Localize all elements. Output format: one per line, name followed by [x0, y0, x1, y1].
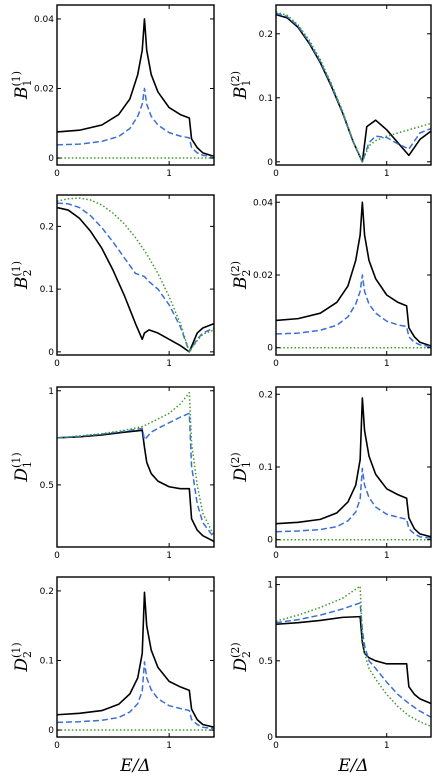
- series-dotted-line: [57, 391, 214, 537]
- series-dashed-line: [276, 274, 431, 348]
- series-solid-line: [276, 615, 431, 705]
- plot-frame: [275, 4, 432, 166]
- y-axis-label: D1(2): [229, 452, 253, 482]
- x-tick-label: 1: [384, 359, 390, 369]
- y-tick-label: 0.2: [40, 222, 54, 232]
- x-tick-label: 0: [54, 169, 60, 179]
- x-tick-label: 0: [273, 169, 279, 179]
- series-dashed-line: [57, 661, 214, 730]
- series-dotted-line: [57, 197, 214, 353]
- x-tick-label: 0: [54, 551, 60, 561]
- series-solid-line: [57, 591, 214, 729]
- panel-4: 0 1 0 0.02 0.04 B2(2): [229, 194, 432, 369]
- x-tick-label: 0: [273, 359, 279, 369]
- series-solid-line: [57, 18, 214, 158]
- x-tick-label: 1: [166, 359, 172, 369]
- y-tick-label: 0.02: [253, 271, 273, 281]
- y-tick-label: 0: [48, 154, 54, 164]
- y-tick-label: 0.04: [253, 198, 273, 208]
- y-tick-label: 0.1: [40, 285, 54, 295]
- series-dashed-line: [57, 202, 214, 353]
- series-dashed-line: [57, 87, 214, 158]
- x-tick-label: 1: [166, 169, 172, 179]
- x-tick-label: 1: [384, 551, 390, 561]
- panel-8: 0 1 0 0.5 1 D2(2) E/Δ: [229, 576, 432, 776]
- series-solid-line: [57, 206, 214, 353]
- y-tick-label: 1: [48, 387, 54, 397]
- x-tick-label: 0: [273, 551, 279, 561]
- panel-6: 0 1 0 0.1 0.2 D1(2): [229, 386, 432, 561]
- series-dashed-line: [57, 412, 214, 539]
- y-tick-label: 0: [48, 348, 54, 358]
- plot-frame: [56, 4, 215, 166]
- x-axis-label: E/Δ: [337, 756, 368, 776]
- y-axis-label: B1(1): [10, 71, 34, 100]
- y-axis-label: D1(1): [10, 452, 34, 482]
- x-tick-label: 1: [384, 169, 390, 179]
- series-dashed-line: [276, 467, 431, 540]
- plot-frame: [275, 576, 432, 738]
- y-tick-label: 1: [267, 581, 273, 591]
- y-tick-label: 0: [267, 733, 273, 743]
- x-tick-label: 0: [54, 741, 60, 751]
- y-tick-label: 0.2: [40, 587, 54, 597]
- series-dashed-line: [276, 12, 431, 163]
- y-tick-label: 0: [267, 536, 273, 546]
- y-tick-label: 0: [48, 726, 54, 736]
- series-dotted-line: [276, 11, 431, 163]
- plot-frame: [56, 576, 215, 738]
- y-tick-label: 0.2: [259, 390, 273, 400]
- series-solid-line: [276, 13, 431, 163]
- y-axis-label: D2(2): [229, 642, 253, 672]
- y-tick-label: 0.1: [259, 463, 273, 473]
- series-solid-line: [57, 429, 214, 543]
- y-tick-label: 0.02: [34, 84, 54, 94]
- panel-1: 0 1 0 0.02 0.04 B1(1): [10, 4, 215, 179]
- series-dashed-line: [276, 602, 431, 718]
- y-tick-label: 0.5: [259, 657, 273, 667]
- y-axis-label: B2(2): [229, 261, 253, 290]
- x-tick-label: 0: [54, 359, 60, 369]
- x-tick-label: 1: [384, 741, 390, 751]
- y-tick-label: 0.1: [40, 656, 54, 666]
- x-tick-label: 0: [273, 741, 279, 751]
- panel-5: 0 1 0.5 1 D1(1): [10, 386, 215, 561]
- x-tick-label: 1: [166, 551, 172, 561]
- series-dotted-line: [276, 585, 431, 728]
- x-tick-label: 1: [166, 741, 172, 751]
- y-tick-label: 0.1: [259, 94, 273, 104]
- panel-3: 0 1 0 0.1 0.2 B2(1): [10, 194, 215, 369]
- y-axis-label: D2(1): [10, 642, 34, 672]
- series-solid-line: [276, 201, 431, 347]
- x-axis-label: E/Δ: [119, 756, 150, 776]
- y-tick-label: 0.04: [34, 15, 54, 25]
- series-solid-line: [276, 397, 431, 538]
- y-tick-label: 0: [267, 158, 273, 168]
- y-tick-label: 0.2: [259, 30, 273, 40]
- panel-7: 0 1 0 0.1 0.2 D2(1) E/Δ: [10, 576, 215, 776]
- plot-frame: [56, 194, 215, 356]
- y-axis-label: B1(2): [229, 71, 253, 100]
- panel-2: 0 1 0 0.1 0.2 B1(2): [229, 4, 432, 179]
- y-tick-label: 0.5: [40, 481, 54, 491]
- y-tick-label: 0: [267, 344, 273, 354]
- plot-frame: [56, 386, 215, 548]
- y-axis-label: B2(1): [10, 261, 34, 290]
